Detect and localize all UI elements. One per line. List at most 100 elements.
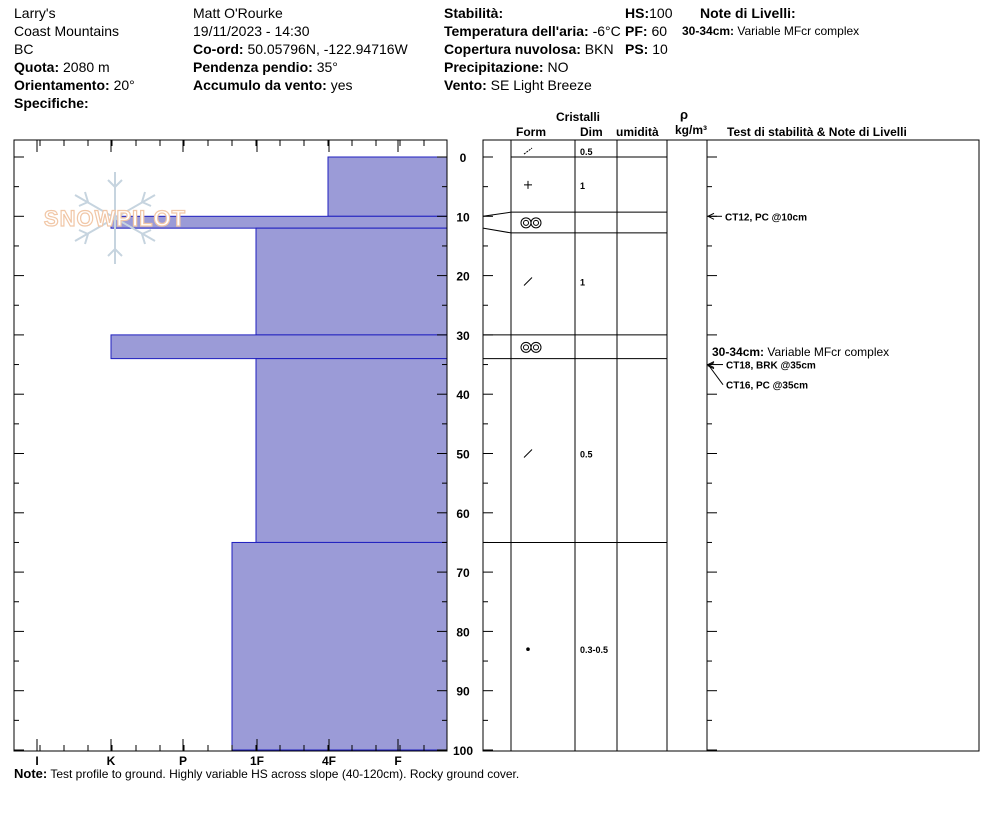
depth-tick-label: 100 [453, 744, 473, 758]
grain-size-label: 1 [580, 278, 585, 288]
melt-freeze-outer [520, 341, 532, 353]
grain-icon-3 [523, 277, 533, 286]
layer-notes-text: Variable MFcr complex [737, 24, 860, 38]
coord-value: 50.05796N, -122.94716W [247, 41, 408, 57]
observer-name: Matt O'Rourke [193, 5, 283, 21]
observation-datetime: 19/11/2023 - 14:30 [193, 23, 310, 39]
depth-tick-label: 50 [456, 448, 470, 462]
cloud-label: Copertura nuvolosa: [444, 41, 581, 57]
grain-slash-icon [523, 277, 533, 286]
layer-connector-1 [482, 227, 512, 234]
grain-icon-6 [526, 647, 530, 651]
pit-depth: PF: 60 [625, 22, 667, 40]
stability-tests: CT12, PC @10cm CT18, BRK @35cm CT16, PC @3… [706, 212, 889, 392]
layer-connector-0 [482, 211, 512, 217]
depth-tick-label: 0 [460, 151, 467, 165]
hs-label: HS: [625, 5, 650, 21]
hardness-bar-0 [327, 156, 448, 217]
precip-label: Precipitazione: [444, 59, 544, 75]
depth-tick-label: 40 [456, 388, 470, 402]
wind-loading-value: yes [330, 77, 353, 93]
layer-note-range: 30-34cm: [712, 345, 767, 359]
moisture-header: umidità [616, 125, 659, 139]
elevation-label: Quota: [14, 59, 60, 75]
aspect-label: Orientamento: [14, 77, 110, 93]
hardness-bar-5 [231, 541, 448, 751]
depth-tick-label: 10 [456, 210, 470, 224]
form-header: Form [516, 125, 546, 139]
note-label: Note: [14, 766, 48, 781]
air-temp-label: Temperatura dell'aria: [444, 23, 589, 39]
test-arrow-head [706, 361, 715, 368]
depth-tick-label: 90 [456, 685, 470, 699]
slope-value: 35° [316, 59, 338, 75]
stability-notes-header: Test di stabilità & Note di Livelli [727, 125, 907, 139]
depth-tick-label: 80 [456, 625, 470, 639]
hardness-tick-label: K [107, 754, 116, 768]
mountain-range: Coast Mountains [14, 23, 120, 39]
grain-dot-icon [526, 647, 530, 651]
test-arrow-line [708, 365, 724, 386]
elevation: Quota: 2080 m [14, 58, 110, 76]
hs-value: 100 [649, 5, 673, 21]
grain-size-label: 0.5 [580, 147, 593, 157]
penetration: PS: 10 [625, 40, 668, 58]
melt-freeze-inner [533, 344, 539, 351]
density-unit: kg/m³ [675, 123, 708, 137]
snowpilot-logo: SNOWPILOT [43, 172, 186, 264]
coordinates: Co-ord: 50.05796N, -122.94716W [193, 40, 408, 58]
melt-freeze-outer [530, 217, 542, 229]
stability-test-label: CT16, PC @35cm [726, 381, 808, 392]
state: BC [14, 41, 34, 57]
layer-note: 30-34cm: Variable MFcr complex [712, 345, 889, 359]
wind-loading-label: Accumulo da vento: [193, 77, 327, 93]
stability-test-label: CT18, BRK @35cm [726, 361, 816, 372]
snow-height: HS:100 [625, 4, 672, 22]
footer-note: Note: Test profile to ground. Highly var… [14, 766, 519, 781]
hardness-tick-label: I [35, 754, 38, 768]
depth-tick-label: 60 [456, 507, 470, 521]
melt-freeze-inner [533, 219, 539, 226]
grain-icon-0 [523, 147, 533, 155]
grain-dash-icon [523, 147, 533, 155]
grain-icon-4 [520, 341, 542, 353]
stability-label: Stabilità: [444, 5, 504, 21]
hardness-tick-label: F [394, 754, 401, 768]
cloud-cover: Copertura nuvolosa: BKN [444, 40, 614, 58]
layer-notes-range: 30-34cm: [682, 24, 735, 38]
location-name: Larry's [14, 5, 56, 21]
aspect-value: 20° [113, 77, 135, 93]
elevation-value: 2080 m [63, 59, 110, 75]
hardness-tick-label: P [179, 754, 187, 768]
depth-tick-label: 20 [456, 270, 470, 284]
test-arrow-head [706, 362, 715, 370]
hardness-tick-label: 1F [250, 754, 264, 768]
precipitation: Precipitazione: NO [444, 58, 568, 76]
wind-label: Vento: [444, 77, 487, 93]
air-temperature: Temperatura dell'aria: -6°C [444, 22, 621, 40]
chart-ticks: 0 10 20 30 40 50 60 70 80 90 100 I K P 1F 4F F [14, 140, 717, 768]
grain-slash-icon [523, 449, 533, 458]
melt-freeze-inner [523, 344, 529, 351]
pf-value: 60 [651, 23, 668, 39]
hardness-plot-frame [13, 139, 448, 752]
layer-notes-label: Note di Livelli: [700, 5, 796, 21]
snowflake-icon [74, 172, 156, 264]
hardness-bar-2 [255, 227, 448, 336]
ps-label: PS: [625, 41, 649, 57]
pf-label: PF: [625, 23, 648, 39]
size-header: Dim [580, 125, 603, 139]
melt-freeze-outer [530, 341, 542, 353]
grain-size-label: 0.5 [580, 450, 593, 460]
test-arrow-head [706, 212, 715, 220]
grain-size-label: 1 [580, 181, 585, 191]
hardness-tick-label: 4F [322, 754, 336, 768]
specifics-label: Specifiche: [14, 95, 89, 111]
melt-freeze-inner [523, 219, 529, 226]
wind-loading: Accumulo da vento: yes [193, 76, 352, 94]
grain-icon-5 [523, 449, 533, 458]
grain-column: 0.5 1 1 0.5 0.3-0.5 [482, 147, 667, 655]
wind-value: SE Light Breeze [490, 77, 592, 93]
hardness-bar-3 [110, 334, 448, 360]
